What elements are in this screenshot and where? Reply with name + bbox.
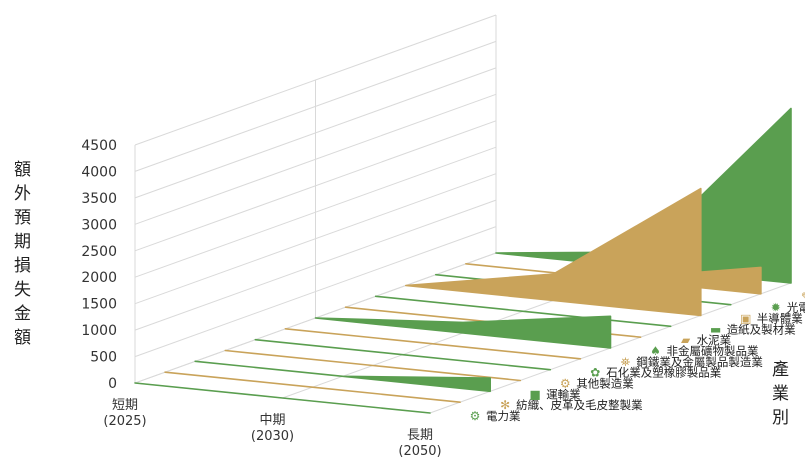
series-label-9: ▣ 半導體業 [740, 312, 803, 326]
y-tick-label: 4000 [81, 164, 117, 180]
molecule-icon: ✿ [590, 366, 600, 380]
series-name: 造紙及製材業 [727, 322, 796, 336]
series-name: 紡織、皮革及毛皮整製業 [516, 398, 643, 412]
series-area-4 [254, 338, 552, 371]
series-area-3 [224, 349, 522, 382]
chip-icon: ▣ [740, 312, 751, 326]
series-label-5: ⛯ 鋼鐵業及金屬製品製造業 [621, 355, 764, 369]
series-name: 水泥業 [697, 333, 732, 347]
sun-icon: ✹ [771, 301, 781, 315]
series-area-7 [344, 306, 642, 339]
series-label-2: ■ 運輸業 [530, 387, 582, 401]
series-name: 半導體業 [757, 312, 803, 326]
series-label-3: ⚙ 其他製造業 [560, 377, 634, 391]
series-label-8: ▬ 造紙及製材業 [710, 322, 796, 336]
y-tick-label: 2500 [81, 244, 117, 260]
y-tick-labels: 0 500 1000 1500 2000 2500 3000 3500 4000 4500 [81, 138, 117, 392]
series-name: 石化業及塑橡膠製品業 [606, 366, 721, 380]
series-area-8 [374, 295, 672, 328]
mixer-truck-icon: ▰ [681, 333, 691, 347]
gear-icon: ⚙ [560, 377, 571, 391]
series-area-6 [314, 315, 612, 349]
series-area-9 [404, 187, 702, 317]
crane-icon: ⛯ [621, 355, 631, 369]
paper-icon: ▬ [710, 322, 721, 336]
series-name: 電力業 [486, 409, 521, 423]
x-tick-label: 中期(2030) [251, 413, 294, 444]
y-tick-label: 500 [90, 350, 117, 366]
series-name: 非金屬礦物製品業 [667, 344, 759, 358]
series-label-7: ▰ 水泥業 [681, 333, 732, 347]
x-tick-label: 短期(2025) [103, 398, 146, 429]
series-label-4: ✿ 石化業及塑橡膠製品業 [590, 366, 722, 380]
x-tick-labels: 短期(2025) 中期(2030) 長期(2050) [103, 398, 441, 459]
y-tick-label: 4500 [81, 138, 117, 154]
series-area-5 [284, 327, 582, 360]
depth-axis-title: 產業別 [772, 360, 789, 428]
y-tick-label: 1500 [81, 297, 117, 313]
y-tick-label: 1000 [81, 323, 117, 339]
series-name: 光電業 [787, 301, 805, 315]
x-tick-label: 長期(2050) [398, 428, 441, 459]
y-tick-label: 0 [108, 376, 117, 392]
series-name: 其他製造業 [576, 377, 634, 391]
series-label-0: ⚙ 電力業 [470, 409, 521, 423]
series-layer [134, 107, 792, 414]
truck-icon: ■ [530, 387, 541, 401]
series-name: 鋼鐵業及金屬製品製造業 [636, 355, 763, 369]
leaves-icon: ♠ [650, 344, 661, 358]
y-tick-label: 2000 [81, 270, 117, 286]
series-name: 運輸業 [546, 387, 581, 401]
series-area-2 [194, 360, 492, 393]
wrench-icon: ✎ [801, 290, 805, 304]
series-label-1: ✻ 紡織、皮革及毛皮整製業 [500, 398, 643, 412]
series-area-0 [134, 382, 431, 414]
y-tick-label: 3500 [81, 191, 117, 207]
series-area-1 [164, 371, 461, 404]
gear-leaf-icon: ⚙ [470, 409, 481, 423]
y-tick-label: 3000 [81, 217, 117, 233]
series-label-10: ✹ 光電業 [771, 301, 805, 315]
fabric-icon: ✻ [500, 398, 510, 412]
y-axis-title: 額外預期損失金額 [14, 160, 31, 348]
series-labels: ⚙ 電力業✻ 紡織、皮革及毛皮整製業■ 運輸業⚙ 其他製造業✿ 石化業及塑橡膠製品業⛯ 鋼鐵… [470, 290, 805, 423]
series-label-11: ✎其他電子零組件業 [801, 290, 805, 304]
series-label-6: ♠ 非金屬礦物製品業 [650, 344, 759, 358]
